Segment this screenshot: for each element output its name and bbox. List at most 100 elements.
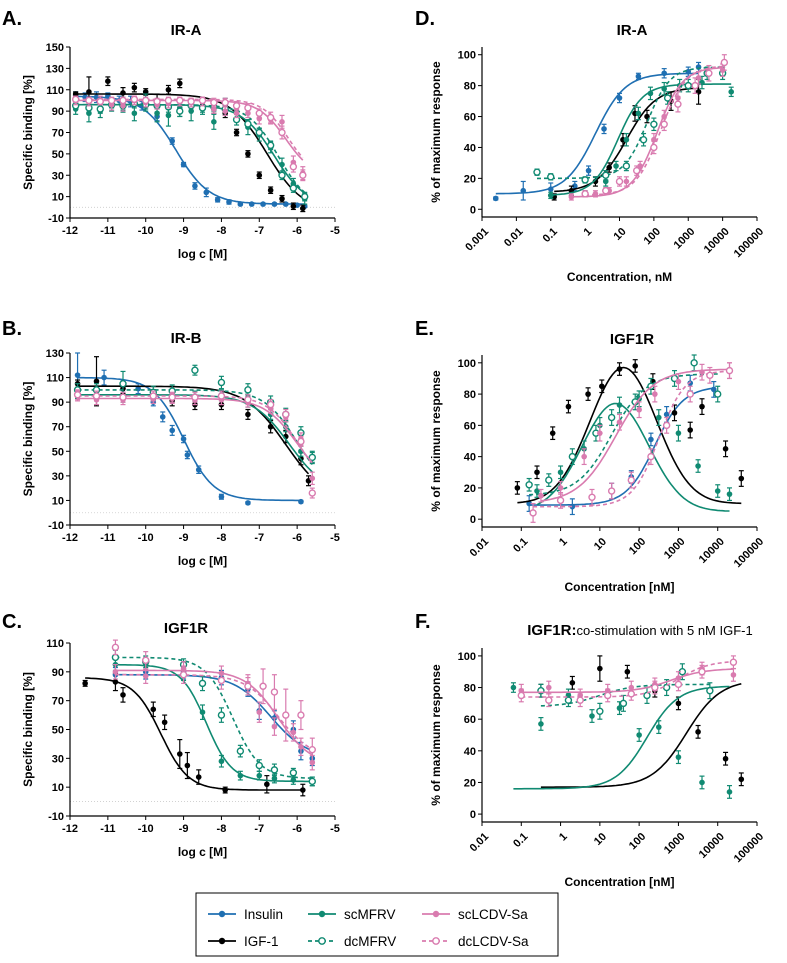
series-dclcdv-sa xyxy=(71,95,307,182)
data-point xyxy=(569,680,576,686)
data-point xyxy=(282,410,290,419)
data-point xyxy=(180,436,187,442)
x-tick-label: -5 xyxy=(330,823,340,835)
data-point xyxy=(290,777,297,783)
data-point xyxy=(699,369,705,376)
data-point xyxy=(686,390,694,398)
data-point xyxy=(244,104,252,112)
legend-label: dcLCDV-Sa xyxy=(458,934,529,949)
data-point xyxy=(616,95,623,101)
data-point xyxy=(698,668,706,676)
fit-curve xyxy=(75,93,304,199)
data-point xyxy=(569,503,576,510)
x-tick-label: -8 xyxy=(217,532,227,544)
x-tick-label: 0.1 xyxy=(511,831,530,850)
data-point xyxy=(606,164,612,171)
x-tick-label: 100000 xyxy=(732,226,766,260)
data-point xyxy=(86,89,92,95)
x-tick-label: 1 xyxy=(582,226,595,239)
data-point xyxy=(226,199,232,205)
data-point xyxy=(142,656,150,664)
data-point xyxy=(624,668,631,675)
data-point xyxy=(267,423,274,430)
x-tick-label: -7 xyxy=(254,225,264,237)
data-point xyxy=(684,81,692,90)
fit-curve xyxy=(77,385,310,475)
x-tick-label: -11 xyxy=(100,532,115,544)
data-point xyxy=(675,754,682,760)
data-point xyxy=(279,119,285,125)
data-point xyxy=(650,143,658,152)
y-tick-label: 0 xyxy=(470,809,476,821)
data-point xyxy=(149,392,157,400)
data-point xyxy=(671,410,678,416)
data-point xyxy=(270,766,279,774)
data-point xyxy=(282,201,289,207)
data-point xyxy=(180,161,187,168)
data-point xyxy=(256,772,263,779)
data-point xyxy=(705,69,713,77)
data-point xyxy=(74,372,81,378)
y-tick-label: 100 xyxy=(458,358,476,370)
x-tick-label: 10 xyxy=(592,536,609,553)
data-point xyxy=(648,436,654,443)
data-point xyxy=(290,203,297,210)
data-point xyxy=(255,761,263,770)
y-tick-label: 20 xyxy=(464,777,476,789)
data-point xyxy=(298,744,304,750)
x-tick-label: 0.1 xyxy=(541,226,560,245)
y-tick-label: 100 xyxy=(458,50,476,62)
data-point xyxy=(545,684,552,691)
x-axis-title: Concentration, nM xyxy=(567,270,672,284)
panel-subtitle: co-stimulation with 5 nM IGF-1 xyxy=(576,623,752,638)
y-tick-label: 40 xyxy=(464,452,476,464)
y-tick-label: 90 xyxy=(52,667,64,679)
x-tick-label: 10 xyxy=(592,831,609,848)
y-tick-label: 60 xyxy=(464,420,476,432)
data-point xyxy=(96,97,104,106)
data-point xyxy=(168,393,176,401)
data-point xyxy=(661,70,667,77)
data-point xyxy=(119,96,127,105)
data-point xyxy=(120,90,126,96)
x-tick-label: 1000 xyxy=(662,536,688,562)
legend-marker xyxy=(432,937,440,945)
panel-letter: E. xyxy=(415,318,434,340)
data-point xyxy=(245,500,251,506)
legend-item-scmfrv: scMFRV xyxy=(308,907,396,922)
x-tick-label: 100000 xyxy=(732,831,766,865)
data-point xyxy=(675,378,682,385)
data-point xyxy=(627,476,635,484)
data-point xyxy=(105,78,111,84)
data-point xyxy=(218,493,225,500)
data-point xyxy=(596,707,604,715)
series-insulin xyxy=(74,352,304,506)
y-tick-label: 80 xyxy=(464,389,476,401)
data-point xyxy=(164,96,173,105)
fit-curve xyxy=(115,673,313,752)
y-tick-label: 40 xyxy=(464,746,476,758)
data-point xyxy=(309,475,316,482)
data-point xyxy=(101,374,107,381)
y-tick-label: 30 xyxy=(52,753,64,765)
series-igf-1 xyxy=(538,655,745,789)
data-point xyxy=(738,475,745,482)
fit-curve xyxy=(115,673,313,750)
data-point xyxy=(308,453,316,462)
data-point xyxy=(255,128,263,137)
data-point xyxy=(210,98,218,107)
panel-f: F. IGF1R:co-stimulation with 5 nM IGF-1 0 2… xyxy=(415,611,766,889)
data-point xyxy=(244,395,252,404)
data-point xyxy=(119,393,127,401)
legend-marker xyxy=(218,937,226,945)
data-point xyxy=(278,128,286,137)
panel-c: C. IGF1R -10 10 30 50 70 90 110 -12 -11 -10 -9 -8 -7 -6… xyxy=(2,611,340,859)
data-point xyxy=(533,168,541,176)
x-tick-label: 0.001 xyxy=(463,226,491,254)
data-point xyxy=(237,772,244,779)
data-point xyxy=(651,683,659,692)
panel-letter: D. xyxy=(415,8,435,30)
data-point xyxy=(308,777,316,786)
x-tick-label: -12 xyxy=(62,823,78,835)
fit-curve xyxy=(513,685,730,790)
